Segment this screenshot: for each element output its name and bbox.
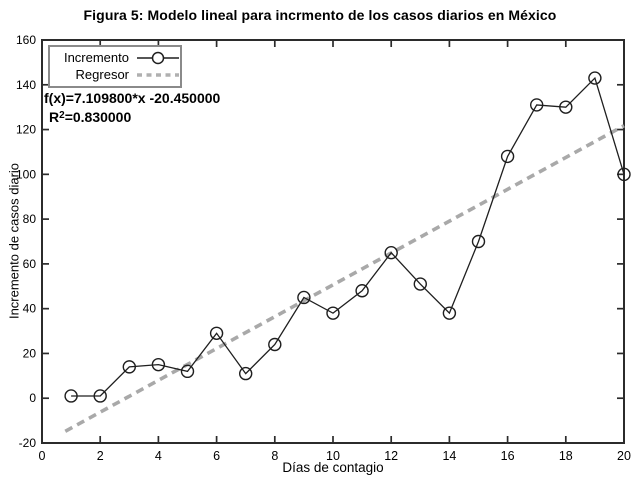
x-tick-label: 16 [501,449,515,463]
data-point-marker [209,326,224,340]
y-axis-label: Incremento de casos diario [6,162,22,320]
x-tick-label: 0 [39,449,46,463]
y-tick-label: 140 [16,78,36,92]
data-point-marker [238,366,253,381]
legend: Incremento Regresor [48,45,182,88]
y-tick-label: 60 [23,257,37,271]
x-tick-label: 6 [213,449,220,463]
x-tick-label: 12 [384,449,398,463]
fit-equation: f(x)=7.109800*x -20.450000 [44,90,221,106]
x-tick-label: 2 [97,449,104,463]
y-tick-label: -20 [19,436,37,450]
x-tick-label: 10 [326,449,340,463]
data-point-marker [93,389,107,403]
y-tick-label: 160 [16,33,36,47]
data-point-marker [326,306,340,320]
data-series-line [71,76,625,397]
y-tick-label: 40 [23,302,37,316]
data-point-marker [384,245,398,260]
x-tick-label: 8 [271,449,278,463]
data-point-marker [413,277,427,291]
legend-circle-sample [151,51,165,64]
legend-label-regresor: Regresor [75,67,129,82]
y-tick-label: 0 [29,391,36,405]
data-point-marker [64,389,78,403]
y-tick-label: 20 [23,346,37,360]
dashed-line-icon [137,72,179,77]
data-point-marker [471,234,486,249]
data-point-marker [122,360,137,374]
data-point-marker [588,71,602,85]
regression-line [64,124,625,433]
chart-title: Figura 5: Modelo lineal para incrmento d… [83,7,557,23]
data-point-marker [268,337,282,352]
x-tick-label: 20 [617,449,631,463]
x-tick-label: 18 [559,449,573,463]
data-point-marker [617,167,631,182]
y-tick-label: 80 [23,212,37,226]
legend-label-incremento: Incremento [63,50,129,65]
x-tick-label: 4 [155,449,162,463]
line-circle-marker-icon [137,51,179,64]
data-point-marker [530,98,544,112]
data-point-marker [297,290,311,305]
data-point-marker [559,100,573,114]
data-point-marker [442,306,457,320]
fit-annotation: f(x)=7.109800*x -20.450000 R2=0.830000 [44,90,220,126]
legend-entry-incremento: Incremento [55,49,179,66]
data-point-marker [151,357,166,372]
plot-border [41,39,625,444]
y-tick-label: 120 [16,123,36,137]
x-tick-label: 14 [442,449,456,463]
r2-value: =0.830000 [64,109,132,125]
r2-base: R [49,109,60,125]
data-point-marker [180,364,195,379]
legend-entry-regresor: Regresor [55,66,179,83]
data-point-marker [355,284,369,298]
x-axis-label: Días de contagio [282,460,384,475]
data-point-marker [500,149,515,164]
r2-exponent: 2 [59,110,65,121]
fit-r-squared: R2=0.830000 [49,107,220,126]
y-tick-label: 100 [16,167,36,181]
